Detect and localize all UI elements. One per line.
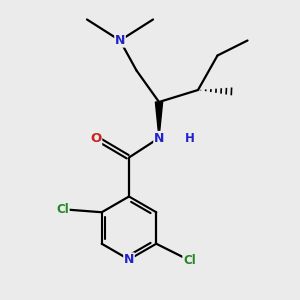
Polygon shape	[155, 102, 163, 138]
Text: N: N	[154, 131, 164, 145]
Text: Cl: Cl	[56, 203, 69, 216]
Text: Cl: Cl	[183, 254, 196, 267]
Text: O: O	[90, 131, 102, 145]
Text: N: N	[115, 34, 125, 47]
Text: N: N	[124, 253, 134, 266]
Text: H: H	[184, 131, 194, 145]
